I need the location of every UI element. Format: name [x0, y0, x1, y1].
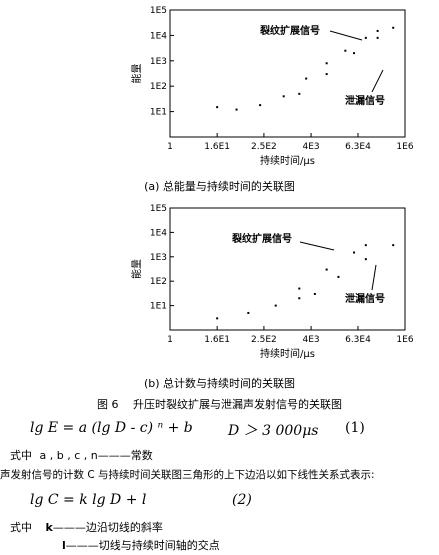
chart-b-data-point [313, 292, 316, 295]
where-1-label: 式中 [10, 449, 32, 462]
chart-b-ytick-label: 1E1 [150, 302, 167, 312]
equation-1-condition: D ＞ 3 000μs [228, 423, 319, 439]
chart-b-data-point [364, 244, 367, 247]
chart-b-xlabel: 持续时间/μs [260, 347, 315, 360]
chart-b: 1E5 1E4 1E3 1E2 1E1 1 1.6E1 2.5E2 4E3 6.3E4 1E6 持续时… [0, 198, 439, 393]
chart-a-annotation-arrow [329, 30, 363, 41]
where-2-label: 式中 [10, 521, 32, 534]
where-2-l: l———切线与持续时间轴的交点 [62, 537, 220, 553]
chart-b-plot-frame [169, 207, 406, 331]
chart-a-annotation: 泄漏信号 [345, 94, 385, 107]
chart-a-data-point [376, 36, 379, 39]
chart-b-data-point [274, 304, 277, 307]
chart-a-data-point [353, 52, 356, 55]
chart-a-xtick-label: 2.5E2 [251, 142, 277, 152]
chart-a-data-point [216, 106, 219, 109]
figure-caption: 图 6 升压时裂纹扩展与泄漏声发射信号的关联图 [97, 398, 342, 411]
chart-a-ytick-label: 1E5 [150, 6, 167, 16]
equation-1: lg E = a (lg D - c) ⁿ + b D ＞ 3 000μs (1… [0, 420, 439, 442]
chart-a-plot-frame [169, 9, 406, 138]
chart-a-series-2 [216, 95, 285, 111]
chart-b-data-point [216, 317, 219, 320]
chart-a-ytick-label: 1E2 [150, 82, 167, 92]
chart-a-svg: 1E5 1E4 1E3 1E2 1E1 1 1.6E1 2.5E2 4E3 6.3E4 1E6 持续时… [130, 6, 414, 167]
chart-b-ytick-label: 1E2 [150, 277, 167, 287]
chart-b-data-point [392, 244, 395, 247]
chart-a-xtick-label: 4E3 [303, 142, 320, 152]
chart-a-xtick-label: 1.6E1 [204, 142, 230, 152]
chart-a-xtick-label: 1E6 [396, 142, 413, 152]
chart-a-xtick-label: 6.3E4 [345, 142, 371, 152]
where-2-k: 式中 k———边沿切线的斜率 [10, 519, 163, 535]
chart-a-ytick-label: 1E1 [150, 108, 167, 118]
chart-a-data-point [325, 62, 328, 65]
chart-b-data-point [247, 311, 250, 314]
chart-a-data-point [298, 92, 301, 95]
chart-a-xtick-label: 1 [167, 142, 173, 152]
chart-b-xtick-label: 1.6E1 [204, 335, 230, 345]
where-1-vars: a , b , c , n [39, 449, 98, 462]
chart-a-data-point [235, 108, 238, 111]
chart-b-xtick-label: 1E6 [396, 335, 413, 345]
chart-a-data-point [259, 104, 262, 107]
chart-b-ytick-label: 1E4 [150, 228, 167, 238]
chart-a-data-point [325, 73, 328, 76]
chart-b-data-point [353, 251, 356, 254]
where-2-l-desc: ———切线与持续时间轴的交点 [65, 539, 220, 552]
chart-b-svg: 1E5 1E4 1E3 1E2 1E1 1 1.6E1 2.5E2 4E3 6.3E4 1E6 持续时… [130, 204, 414, 360]
chart-b-xtick-label: 1 [167, 335, 173, 345]
chart-b-series-2 [216, 297, 301, 320]
where-1: 式中 a , b , c , n———常数 [10, 447, 153, 463]
chart-b-ytick-label: 1E3 [150, 253, 167, 263]
chart-b-xtick-label: 6.3E4 [345, 335, 371, 345]
where-2-l-var: l [62, 539, 66, 552]
where-1-desc: ———常数 [97, 449, 153, 462]
chart-a-data-point [364, 36, 367, 39]
chart-b-title: (b) 总计数与持续时间的关联图 [143, 377, 296, 390]
equation-1-formula: lg E = a (lg D - c) ⁿ + b [30, 420, 193, 436]
chart-a-ytick-label: 1E3 [150, 57, 167, 67]
chart-a-annotation: 裂纹扩展信号 [259, 24, 320, 37]
body-paragraph: 声发射信号的计数 C 与持续时间关联图三角形的上下边沿以如下线性关系式表示: [0, 469, 375, 481]
chart-b-series-0 [298, 244, 367, 290]
chart-b-ytick-label: 1E5 [150, 204, 167, 214]
chart-a-data-point [344, 49, 347, 52]
chart-a-xlabel: 持续时间/μs [260, 154, 315, 167]
equation-2-formula: lg C = k lg D + l [30, 492, 147, 508]
chart-a-data-point [376, 29, 379, 32]
chart-a-data-point [392, 26, 395, 29]
chart-b-data-point [298, 297, 301, 300]
chart-a-series-1 [298, 26, 395, 95]
chart-b-data-point [298, 287, 301, 290]
chart-b-data-point [364, 258, 367, 261]
chart-b-annotation: 裂纹扩展信号 [231, 232, 292, 245]
chart-b-annotation-arrow [371, 264, 377, 291]
chart-a-data-point [282, 95, 285, 98]
chart-a-series-0 [305, 29, 379, 80]
equation-2: lg C = k lg D + l (2) [0, 492, 439, 514]
chart-b-data-point [325, 268, 328, 271]
where-2-k-desc: ———边沿切线的斜率 [52, 521, 163, 534]
equation-1-number: (1) [345, 420, 365, 436]
chart-b-xtick-label: 2.5E2 [251, 335, 277, 345]
chart-a-title: (a) 总能量与持续时间的关联图 [144, 180, 295, 193]
chart-b-ylabel: 能量 [130, 259, 143, 279]
chart-a-ylabel: 能量 [130, 64, 143, 84]
chart-a: 1E5 1E4 1E3 1E2 1E1 1 1.6E1 2.5E2 4E3 6.3E4 1E6 持续时… [0, 0, 439, 195]
chart-b-data-point [337, 275, 340, 278]
chart-b-annotation-arrow [299, 241, 335, 251]
equation-2-number: (2) [232, 492, 252, 508]
chart-a-ytick-label: 1E4 [150, 31, 167, 41]
where-2-k-var: k [45, 521, 53, 534]
chart-a-annotation-arrow [371, 69, 384, 93]
chart-b-xtick-label: 4E3 [303, 335, 320, 345]
chart-b-annotation: 泄漏信号 [345, 292, 385, 305]
chart-b-series-1 [313, 244, 395, 295]
chart-a-data-point [305, 77, 308, 80]
